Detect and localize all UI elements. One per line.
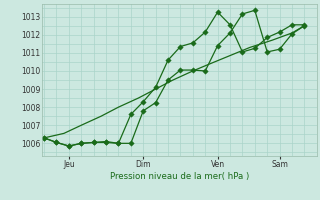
X-axis label: Pression niveau de la mer( hPa ): Pression niveau de la mer( hPa ): [109, 172, 249, 181]
